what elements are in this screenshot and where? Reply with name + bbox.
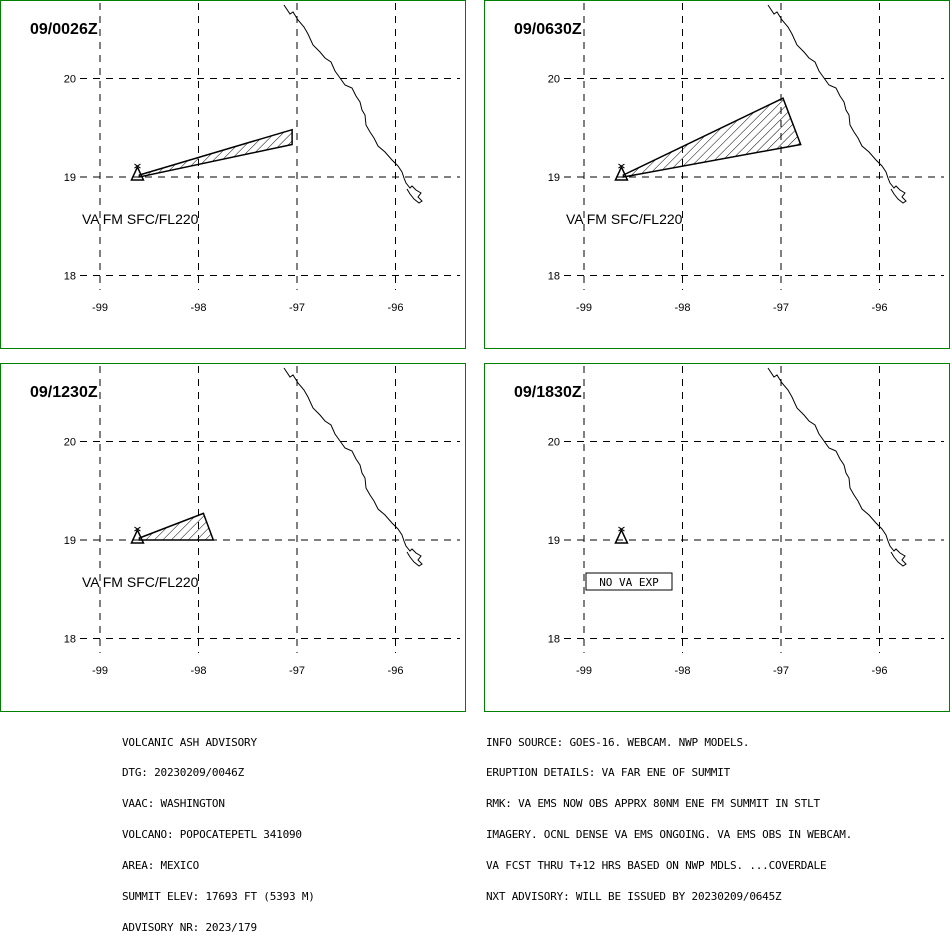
- coastline: [767, 367, 907, 567]
- longitude-label: -97: [773, 665, 789, 677]
- longitude-label: -98: [191, 665, 207, 677]
- ash-level-label: VA FM SFC/FL220: [566, 211, 683, 227]
- advisory-line: ADVISORY NR: 2023/179: [122, 920, 257, 934]
- longitude-label: -97: [289, 665, 305, 677]
- advisory-header-left: VOLCANIC ASH ADVISORY DTG: 20230209/0046…: [122, 717, 315, 944]
- coastline: [767, 4, 907, 204]
- advisory-line: ERUPTION DETAILS: VA FAR ENE OF SUMMIT: [486, 766, 731, 780]
- coastline: [283, 4, 423, 204]
- volcano-icon: [130, 526, 145, 544]
- latitude-label: 18: [64, 634, 76, 646]
- latitude-label: 18: [548, 634, 560, 646]
- latitude-label: 18: [548, 271, 560, 283]
- advisory-line: VOLCANIC ASH ADVISORY: [122, 735, 257, 749]
- volcano-icon: [614, 526, 629, 544]
- latitude-label: 18: [64, 271, 76, 283]
- panel-time-label: 09/0630Z: [514, 21, 582, 38]
- advisory-line: VAAC: WASHINGTON: [122, 797, 225, 811]
- graticule: -99 -98 -97 -96 20 19 18: [64, 3, 460, 314]
- longitude-label: -98: [675, 665, 691, 677]
- advisory-line: RMK: VA EMS NOW OBS APPRX 80NM ENE FM SU…: [486, 797, 820, 811]
- longitude-label: -96: [872, 302, 888, 314]
- graticule: -99 -98 -97 -96 20 19 18: [548, 3, 944, 314]
- latitude-label: 19: [548, 535, 560, 547]
- longitude-label: -99: [576, 665, 592, 677]
- advisory-line: IMAGERY. OCNL DENSE VA EMS ONGOING. VA E…: [486, 828, 853, 842]
- map-panel-2: -99 -98 -97 -96 20 19 18 VA FM SFC/FL220 09/0630…: [484, 0, 950, 349]
- longitude-label: -98: [191, 302, 207, 314]
- longitude-label: -99: [576, 302, 592, 314]
- advisory-line: DTG: 20230209/0046Z: [122, 766, 245, 780]
- ash-level-label: VA FM SFC/FL220: [82, 211, 199, 227]
- panel-time-label: 09/1230Z: [30, 384, 98, 401]
- longitude-label: -96: [872, 665, 888, 677]
- advisory-line: VOLCANO: POPOCATEPETL 341090: [122, 828, 302, 842]
- advisory-line: AREA: MEXICO: [122, 859, 200, 873]
- map-panel-4: -99 -98 -97 -96 20 19 18 NO VA EXP 09/1830Z: [484, 363, 950, 712]
- latitude-label: 20: [64, 437, 76, 449]
- coastline: [283, 367, 423, 567]
- advisory-line: INFO SOURCE: GOES-16. WEBCAM. NWP MODELS…: [486, 735, 750, 749]
- volcano-icon: [130, 163, 145, 181]
- ash-cloud-polygon: [622, 97, 802, 178]
- panel-time-label: 09/0026Z: [30, 21, 98, 38]
- no-va-label: NO VA EXP: [599, 576, 659, 589]
- longitude-label: -97: [289, 302, 305, 314]
- latitude-label: 19: [64, 172, 76, 184]
- longitude-label: -96: [388, 665, 404, 677]
- latitude-label: 20: [548, 74, 560, 86]
- latitude-label: 19: [64, 535, 76, 547]
- ash-level-label: VA FM SFC/FL220: [82, 574, 199, 590]
- ash-cloud-polygon: [138, 512, 215, 541]
- latitude-label: 20: [548, 437, 560, 449]
- advisory-details-right: INFO SOURCE: GOES-16. WEBCAM. NWP MODELS…: [486, 717, 852, 913]
- ash-cloud-polygon: [138, 128, 293, 178]
- longitude-label: -96: [388, 302, 404, 314]
- advisory-line: NXT ADVISORY: WILL BE ISSUED BY 20230209…: [486, 890, 782, 904]
- latitude-label: 19: [548, 172, 560, 184]
- longitude-label: -99: [92, 302, 108, 314]
- graticule: -99 -98 -97 -96 20 19 18: [548, 366, 944, 677]
- longitude-label: -98: [675, 302, 691, 314]
- longitude-label: -97: [773, 302, 789, 314]
- map-panel-1: -99 -98 -97 -96 20 19 18 VA FM SFC/FL220 09/0026…: [0, 0, 466, 349]
- panel-time-label: 09/1830Z: [514, 384, 582, 401]
- map-panel-3: -99 -98 -97 -96 20 19 18 VA FM SFC/FL220 09/1230…: [0, 363, 466, 712]
- advisory-line: VA FCST THRU T+12 HRS BASED ON NWP MDLS.…: [486, 859, 827, 873]
- advisory-line: SUMMIT ELEV: 17693 FT (5393 M): [122, 890, 315, 904]
- graticule: -99 -98 -97 -96 20 19 18: [64, 366, 460, 677]
- latitude-label: 20: [64, 74, 76, 86]
- volcano-icon: [614, 163, 629, 181]
- no-va-box: NO VA EXP: [585, 572, 673, 591]
- longitude-label: -99: [92, 665, 108, 677]
- panel-frame: [0, 0, 466, 349]
- panel-frame: [0, 363, 466, 712]
